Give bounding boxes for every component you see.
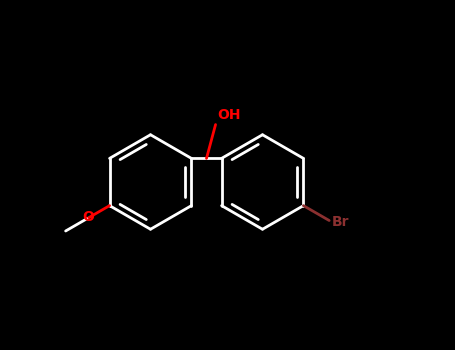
Text: O: O <box>83 210 95 224</box>
Text: Br: Br <box>332 215 349 229</box>
Text: OH: OH <box>217 108 241 122</box>
